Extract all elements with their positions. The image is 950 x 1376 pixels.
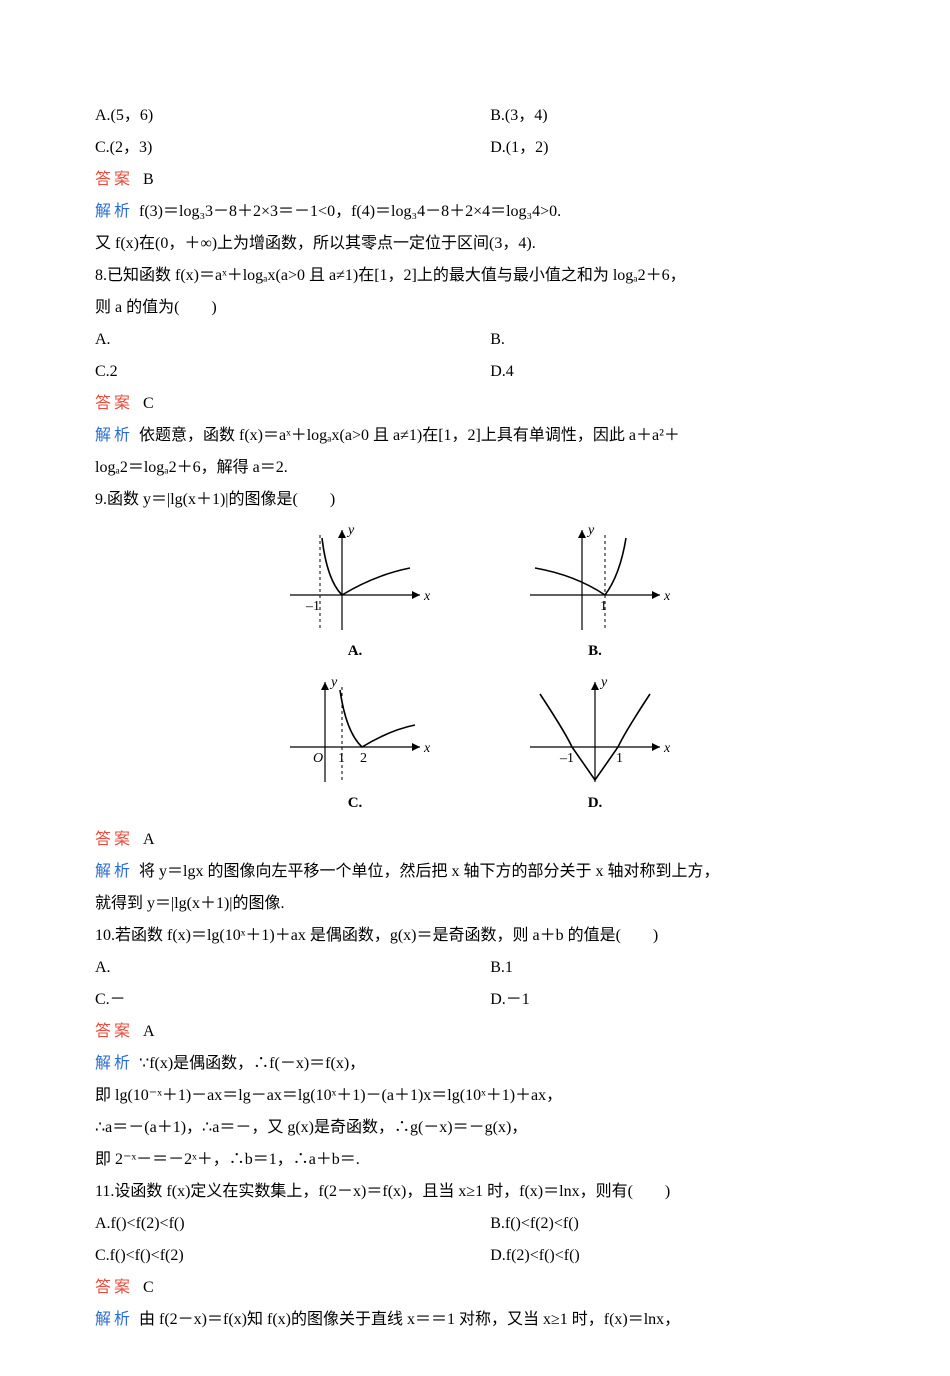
q8-analysis-1: 解析依题意，函数 f(x)＝aˣ＋logₐx(a>0 且 a≠1)在[1，2]上… (95, 420, 855, 452)
q10-analysis-4: 即 2⁻ˣ－＝－2ˣ＋，∴b＝1，∴a＋b＝. (95, 1144, 855, 1176)
q10-analysis-2: 即 lg(10⁻ˣ＋1)－ax＝lg－ax＝lg(10ˣ＋1)－(a＋1)x＝l… (95, 1080, 855, 1112)
q9-answer: 答案 A (95, 824, 855, 856)
q10-answer-value: A (143, 1023, 155, 1040)
q10-options-row1: A. B.1 (95, 952, 855, 984)
q8-option-C: C.2 (95, 356, 490, 388)
q10-option-B: B.1 (490, 952, 855, 984)
q7-option-B: B.(3，4) (490, 100, 855, 132)
q8-answer-value: C (143, 395, 154, 412)
q9-fig-row-1: x y –1 A. x y 1 (95, 520, 855, 666)
answer-label: 答案 (95, 1279, 133, 1296)
svg-text:2: 2 (360, 751, 367, 766)
q8-options-row1: A. B. (95, 324, 855, 356)
answer-label: 答案 (95, 171, 133, 188)
q7-answer: 答案 B (95, 164, 855, 196)
q10-analysis-1: 解析 ∵f(x)是偶函数，∴f(－x)＝f(x)， (95, 1048, 855, 1080)
q9-svg-C: x y O 1 2 (280, 672, 430, 792)
q9-analysis-2: 就得到 y＝|lg(x＋1)|的图像. (95, 888, 855, 920)
svg-text:1: 1 (616, 751, 623, 766)
q8-analysis-2: logₐ2＝logₐ2＋6，解得 a＝2. (95, 452, 855, 484)
analysis-label: 解析 (95, 427, 133, 444)
q11-option-C: C.f()<f()<f(2) (95, 1240, 490, 1272)
q11-answer: 答案 C (95, 1272, 855, 1304)
svg-text:–1: –1 (305, 599, 320, 614)
svg-text:y: y (586, 523, 595, 538)
q8-option-D: D.4 (490, 356, 855, 388)
q9-stem: 9.函数 y＝|lg(x＋1)|的图像是( ) (95, 484, 855, 516)
analysis-label: 解析 (95, 203, 133, 220)
q8-analysis-text-1: 依题意，函数 f(x)＝aˣ＋logₐx(a>0 且 a≠1)在[1，2]上具有… (139, 427, 680, 444)
analysis-label: 解析 (95, 1311, 133, 1328)
q11-stem: 11.设函数 f(x)定义在实数集上，f(2－x)＝f(x)，且当 x≥1 时，… (95, 1176, 855, 1208)
page: A.(5，6) B.(3，4) C.(2，3) D.(1，2) 答案 B 解析 f(… (0, 0, 950, 1376)
q10-option-C: C.－ (95, 984, 490, 1016)
svg-text:x: x (663, 589, 670, 604)
q11-options-row1: A.f()<f(2)<f() B.f()<f(2)<f() (95, 1208, 855, 1240)
svg-text:x: x (423, 741, 430, 756)
q7-options-row2: C.(2，3) D.(1，2) (95, 132, 855, 164)
q10-answer: 答案 A (95, 1016, 855, 1048)
q9-fig-label-A: A. (280, 636, 430, 666)
q11-options-row2: C.f()<f()<f(2) D.f(2)<f()<f() (95, 1240, 855, 1272)
q9-figures: x y –1 A. x y 1 (95, 520, 855, 818)
q8-option-A: A. (95, 324, 490, 356)
q7-answer-value: B (143, 171, 154, 188)
answer-label: 答案 (95, 1023, 133, 1040)
q9-fig-label-D: D. (520, 788, 670, 818)
svg-text:1: 1 (600, 599, 607, 614)
svg-text:O: O (313, 751, 323, 766)
q9-fig-B: x y 1 B. (520, 520, 670, 666)
q11-option-D: D.f(2)<f()<f() (490, 1240, 855, 1272)
q7-analysis-text-1: f(3)＝log₃3－8＋2×3＝－1<0，f(4)＝log₃4－8＋2×4＝l… (139, 203, 561, 220)
q7-option-D: D.(1，2) (490, 132, 855, 164)
q9-svg-D: x y –1 1 (520, 672, 670, 792)
svg-text:–1: –1 (559, 751, 574, 766)
q8-option-B: B. (490, 324, 855, 356)
svg-text:y: y (346, 523, 355, 538)
svg-text:x: x (663, 741, 670, 756)
q8-stem-1: 8.已知函数 f(x)＝aˣ＋logₐx(a>0 且 a≠1)在[1，2]上的最… (95, 260, 855, 292)
q7-option-A: A.(5，6) (95, 100, 490, 132)
q9-svg-B: x y 1 (520, 520, 670, 640)
q9-fig-D: x y –1 1 D. (520, 672, 670, 818)
q10-analysis-3: ∴a＝－(a＋1)，∴a＝－，又 g(x)是奇函数，∴g(－x)＝－g(x)， (95, 1112, 855, 1144)
answer-label: 答案 (95, 831, 133, 848)
svg-text:x: x (423, 589, 430, 604)
q9-analysis-1: 解析将 y＝lgx 的图像向左平移一个单位，然后把 x 轴下方的部分关于 x 轴… (95, 856, 855, 888)
svg-text:y: y (599, 675, 608, 690)
analysis-label: 解析 (95, 863, 133, 880)
svg-text:y: y (329, 675, 338, 690)
q8-stem-2: 则 a 的值为( ) (95, 292, 855, 324)
answer-label: 答案 (95, 395, 133, 412)
q10-options-row2: C.－ D.－1 (95, 984, 855, 1016)
q9-analysis-text-1: 将 y＝lgx 的图像向左平移一个单位，然后把 x 轴下方的部分关于 x 轴对称… (139, 863, 719, 880)
q11-analysis-text-1: 由 f(2－x)＝f(x)知 f(x)的图像关于直线 x＝＝1 对称，又当 x≥… (139, 1311, 680, 1328)
q11-option-A: A.f()<f(2)<f() (95, 1208, 490, 1240)
q11-answer-value: C (143, 1279, 154, 1296)
q9-fig-label-B: B. (520, 636, 670, 666)
q10-option-D: D.－1 (490, 984, 855, 1016)
q9-fig-A: x y –1 A. (280, 520, 430, 666)
q9-fig-row-2: x y O 1 2 C. x y (95, 672, 855, 818)
q7-analysis-2: 又 f(x)在(0，＋∞)上为增函数，所以其零点一定位于区间(3，4). (95, 228, 855, 260)
q9-fig-C: x y O 1 2 C. (280, 672, 430, 818)
q8-options-row2: C.2 D.4 (95, 356, 855, 388)
q7-options-row1: A.(5，6) B.(3，4) (95, 100, 855, 132)
q7-option-C: C.(2，3) (95, 132, 490, 164)
q8-answer: 答案 C (95, 388, 855, 420)
q11-option-B: B.f()<f(2)<f() (490, 1208, 855, 1240)
q10-analysis-text-1: ∵f(x)是偶函数，∴f(－x)＝f(x)， (139, 1055, 365, 1072)
analysis-label: 解析 (95, 1055, 133, 1072)
q9-answer-value: A (143, 831, 155, 848)
q9-fig-label-C: C. (280, 788, 430, 818)
q10-option-A: A. (95, 952, 490, 984)
q9-svg-A: x y –1 (280, 520, 430, 640)
q11-analysis-1: 解析由 f(2－x)＝f(x)知 f(x)的图像关于直线 x＝＝1 对称，又当 … (95, 1304, 855, 1336)
q10-stem: 10.若函数 f(x)＝lg(10ˣ＋1)＋ax 是偶函数，g(x)＝是奇函数，… (95, 920, 855, 952)
q7-analysis-1: 解析 f(3)＝log₃3－8＋2×3＝－1<0，f(4)＝log₃4－8＋2×4… (95, 196, 855, 228)
